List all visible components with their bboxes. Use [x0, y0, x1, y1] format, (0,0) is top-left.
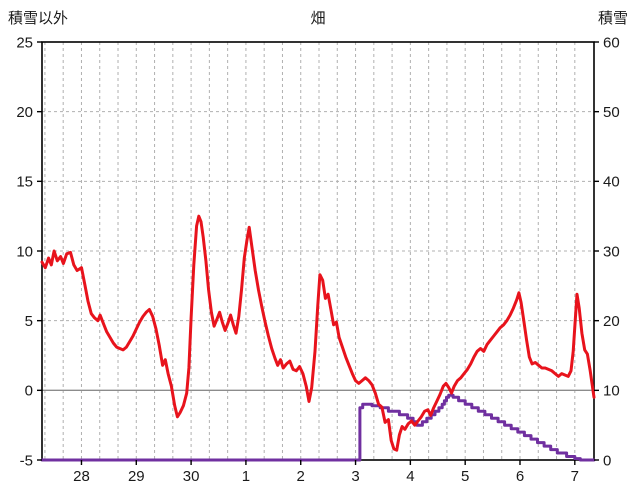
red-series-line	[40, 214, 596, 452]
x-axis-tick-label: 30	[183, 468, 200, 485]
x-axis-tick-label: 28	[73, 468, 90, 485]
purple-series-line	[40, 393, 596, 462]
right-axis-tick-label: 40	[603, 174, 620, 191]
x-axis-tick-label: 4	[406, 468, 414, 485]
left-axis-tick-label: 10	[16, 243, 33, 260]
x-axis-tick-label: 29	[128, 468, 145, 485]
left-axis-title: 積雪以外	[8, 10, 69, 27]
right-axis-tick-label: 20	[603, 313, 620, 330]
x-axis-tick-label: 6	[516, 468, 524, 485]
right-axis-tick-label: 50	[603, 104, 620, 121]
left-axis-tick-label: 0	[25, 383, 33, 400]
x-axis-tick-label: 2	[297, 468, 305, 485]
left-axis-tick-label: 15	[16, 174, 33, 191]
x-axis-tick-label: 5	[461, 468, 469, 485]
x-axis-tick-label: 1	[242, 468, 250, 485]
left-axis-tick-label: 25	[16, 34, 33, 51]
right-axis-tick-label: 60	[603, 34, 620, 51]
left-axis-tick-label: 20	[16, 104, 33, 121]
x-axis-tick-label: 3	[351, 468, 359, 485]
right-axis-tick-label: 0	[603, 452, 611, 469]
right-axis-title: 積雪	[597, 10, 628, 27]
chart-title: 畑	[310, 10, 326, 27]
x-axis-tick-label: 7	[571, 468, 579, 485]
right-axis-tick-label: 30	[603, 243, 620, 260]
right-axis-tick-label: 10	[603, 383, 620, 400]
left-axis-tick-label: -5	[20, 452, 33, 469]
left-axis-tick-label: 5	[25, 313, 33, 330]
